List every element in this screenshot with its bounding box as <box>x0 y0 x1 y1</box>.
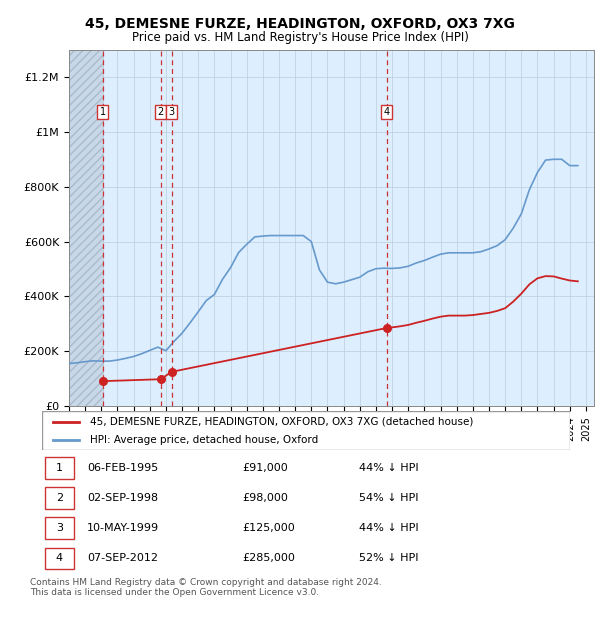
Text: £91,000: £91,000 <box>242 463 289 472</box>
Text: 10-MAY-1999: 10-MAY-1999 <box>87 523 159 533</box>
Text: 3: 3 <box>56 523 63 533</box>
FancyBboxPatch shape <box>42 411 570 449</box>
Text: 1: 1 <box>56 463 63 472</box>
Text: £98,000: £98,000 <box>242 493 289 503</box>
Text: 2: 2 <box>56 493 63 503</box>
Text: 3: 3 <box>169 107 175 117</box>
Text: £285,000: £285,000 <box>242 554 296 564</box>
Text: 1: 1 <box>100 107 106 117</box>
FancyBboxPatch shape <box>44 457 74 479</box>
Text: 52% ↓ HPI: 52% ↓ HPI <box>359 554 418 564</box>
Text: 02-SEP-1998: 02-SEP-1998 <box>87 493 158 503</box>
Text: 45, DEMESNE FURZE, HEADINGTON, OXFORD, OX3 7XG (detached house): 45, DEMESNE FURZE, HEADINGTON, OXFORD, O… <box>89 417 473 427</box>
Text: 07-SEP-2012: 07-SEP-2012 <box>87 554 158 564</box>
Text: 45, DEMESNE FURZE, HEADINGTON, OXFORD, OX3 7XG: 45, DEMESNE FURZE, HEADINGTON, OXFORD, O… <box>85 17 515 32</box>
Text: Contains HM Land Registry data © Crown copyright and database right 2024.
This d: Contains HM Land Registry data © Crown c… <box>30 578 382 597</box>
FancyBboxPatch shape <box>44 547 74 569</box>
Text: Price paid vs. HM Land Registry's House Price Index (HPI): Price paid vs. HM Land Registry's House … <box>131 31 469 44</box>
Text: £125,000: £125,000 <box>242 523 295 533</box>
FancyBboxPatch shape <box>44 487 74 509</box>
Text: 4: 4 <box>56 554 63 564</box>
Text: 54% ↓ HPI: 54% ↓ HPI <box>359 493 418 503</box>
Text: 2: 2 <box>157 107 164 117</box>
Bar <box>69 50 103 406</box>
Text: 06-FEB-1995: 06-FEB-1995 <box>87 463 158 472</box>
FancyBboxPatch shape <box>44 517 74 539</box>
Text: HPI: Average price, detached house, Oxford: HPI: Average price, detached house, Oxfo… <box>89 435 318 445</box>
Text: 44% ↓ HPI: 44% ↓ HPI <box>359 523 418 533</box>
Text: 44% ↓ HPI: 44% ↓ HPI <box>359 463 418 472</box>
Text: 4: 4 <box>384 107 390 117</box>
